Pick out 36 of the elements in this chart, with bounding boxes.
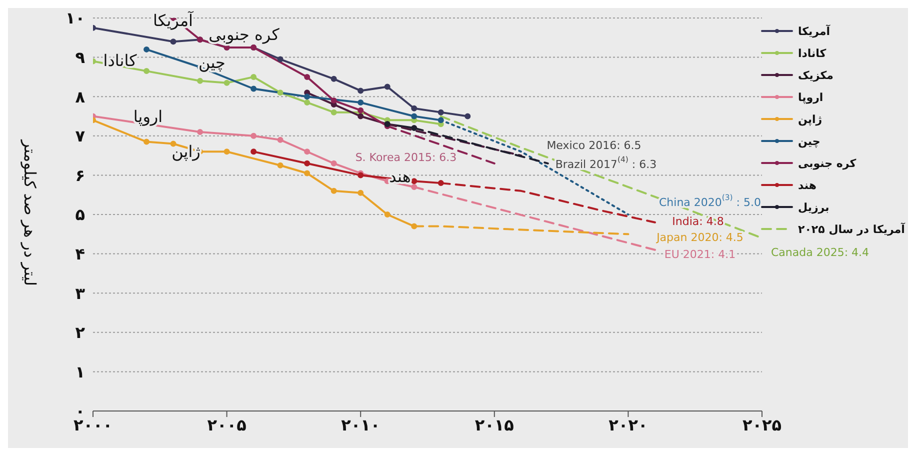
x-tick-label: ۲۰۲۰ — [608, 415, 648, 434]
legend-label: آمریکا در سال ۲۰۲۵ — [798, 222, 905, 236]
y-axis-title: لیتر در هر صد کیلومتر — [20, 138, 40, 286]
annotation: آمریکا — [152, 10, 195, 30]
legend-label: چین — [798, 134, 820, 148]
annotation: S. Korea 2015: 6.3 — [355, 150, 457, 164]
y-tick-label: ۱۰ — [65, 8, 85, 28]
x-tick-label: ۲۰۱۵ — [474, 415, 514, 434]
y-tick-label: ۵ — [75, 205, 86, 224]
legend-label: آمریکا — [798, 24, 830, 38]
y-tick-label: ۱ — [75, 362, 85, 382]
legend-label: ژاپن — [798, 112, 822, 126]
x-tick-label: ۲۰۰۵ — [207, 415, 247, 434]
annotation: EU 2021: 4.1 — [664, 248, 736, 260]
x-tick-label: ۲۰۱۰ — [341, 415, 380, 434]
y-tick-label: ۷ — [75, 126, 86, 146]
legend-label: مکزیک — [798, 68, 834, 82]
annotation: Mexico 2016: 6.5 — [546, 138, 642, 152]
annotation: کانادا — [103, 50, 138, 70]
annotation: چین — [198, 52, 226, 72]
y-tick-label: ۳ — [75, 284, 86, 303]
y-tick-label: ۲ — [75, 323, 86, 342]
legend-label: برزیل — [798, 200, 830, 214]
legend-label: اروپا — [798, 90, 824, 104]
y-tick-label: ۶ — [75, 166, 85, 185]
legend-label: کره جنوبی — [798, 156, 856, 170]
y-tick-label: ۸ — [75, 87, 86, 106]
x-tick-label: ۲۰۲۵ — [742, 415, 782, 434]
legend-label: هند — [798, 178, 816, 192]
annotation: اروپا — [133, 106, 163, 126]
annotation: کره جنوبی — [208, 24, 280, 44]
text: Canada 2025: 4.4 — [770, 246, 870, 258]
y-tick-label: ۴ — [75, 244, 86, 264]
legend-label: کانادا — [798, 46, 826, 60]
y-tick-label: ۹ — [75, 48, 86, 67]
annotation: Japan 2020: 4.5 — [656, 230, 744, 244]
